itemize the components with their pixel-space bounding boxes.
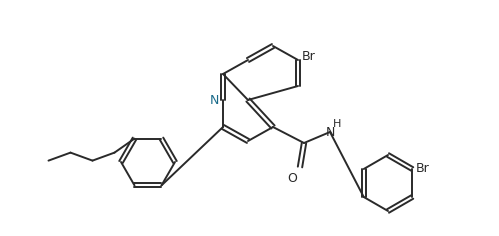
Text: Br: Br <box>302 50 316 63</box>
Text: N: N <box>325 126 335 139</box>
Text: O: O <box>287 172 297 185</box>
Text: N: N <box>209 93 219 106</box>
Text: Br: Br <box>416 163 430 176</box>
Text: H: H <box>333 119 341 129</box>
